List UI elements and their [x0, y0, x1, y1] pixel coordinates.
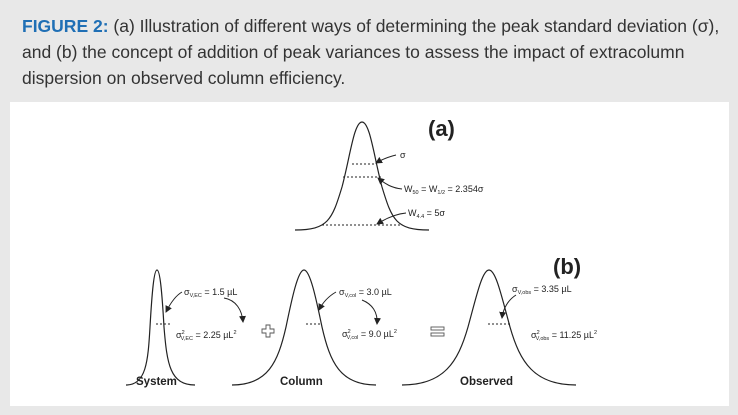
system-variance-label: σ2 V,EC = 2.25 µL2 [176, 330, 237, 342]
figure-caption: FIGURE 2: (a) Illustration of different … [22, 13, 722, 91]
gaussian-peak-a [294, 121, 430, 231]
column-variance-label: σ2 V,col = 9.0 µL2 [342, 329, 397, 341]
panel-b-letter: (b) [553, 254, 581, 279]
w50-label: W50 = W1/2 = 2.354σ [404, 184, 484, 196]
observed-variance-label: σ2 V,obs = 11.25 µL2 [531, 330, 597, 342]
w44-label: W4.4 = 5σ [408, 208, 445, 220]
system-label: System [136, 376, 177, 388]
equals-sign-bottom [430, 332, 445, 337]
observed-label: Observed [460, 376, 513, 388]
panel-a-letter: (a) [428, 116, 455, 141]
figure-drawing: (a) σ W50 = W1/2 = 2.354σ W4.4 = 5σ (b) … [125, 116, 597, 388]
w50-arrow [377, 177, 403, 190]
panel-a: (a) σ W50 = W1/2 = 2.354σ W4.4 = 5σ [294, 116, 484, 231]
system-sigma-arrow [165, 291, 183, 313]
system-var-arrow [223, 297, 246, 323]
w44-arrow [376, 212, 407, 225]
column-label: Column [280, 376, 323, 388]
caption-text: (a) Illustration of different ways of de… [22, 16, 720, 88]
column-sigma-label: σV,col = 3.0 µL [339, 287, 392, 299]
column-var-arrow [361, 299, 381, 325]
observed-sigma-label: σV,obs = 3.35 µL [512, 284, 572, 296]
panel-b: (b) σV,EC = 1.5 µL σ2 V,EC = 2.25 µL2 Sys… [125, 254, 597, 388]
figure-panel: (a) σ W50 = W1/2 = 2.354σ W4.4 = 5σ (b) … [10, 102, 729, 406]
sigma-arrow [375, 154, 397, 164]
column-peak [231, 269, 377, 386]
system-peak [125, 269, 196, 386]
system-sigma-label: σV,EC = 1.5 µL [184, 287, 237, 299]
column-sigma-arrow [318, 291, 337, 311]
observed-sigma-arrow [499, 294, 517, 319]
sigma-label: σ [400, 150, 406, 160]
figure-label: FIGURE 2: [22, 16, 109, 36]
equals-sign-top [430, 326, 445, 331]
observed-peak [401, 269, 577, 386]
plus-sign [261, 324, 275, 338]
